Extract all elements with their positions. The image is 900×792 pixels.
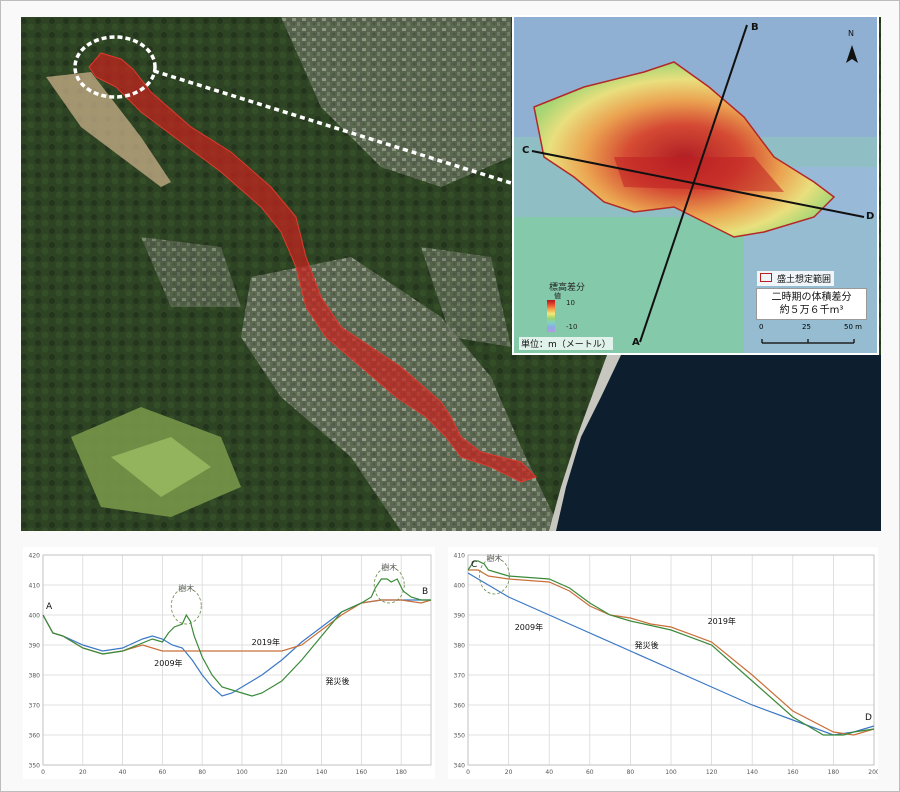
north-label: N	[848, 29, 854, 38]
y-tick-label: 390	[29, 643, 41, 650]
x-tick-label: 200	[868, 769, 878, 776]
scale-bar-graphic	[761, 339, 855, 344]
y-tick-label: 400	[454, 583, 466, 590]
x-tick-label: 160	[356, 769, 368, 776]
y-tick-label: 410	[29, 583, 41, 590]
tree-highlight-circle	[170, 587, 202, 625]
x-tick-label: 140	[316, 769, 328, 776]
series-line-2009年	[42, 599, 431, 697]
y-tick-label: 350	[29, 763, 41, 770]
plot-area	[42, 554, 432, 766]
x-tick-label: 100	[665, 769, 677, 776]
series-line-2009年	[467, 572, 875, 736]
profile-chart-ab: 350 360 370 380 390 400 410 420 0 20 40 60 80 100 120 1…	[23, 547, 435, 779]
y-tick-label: 400	[29, 613, 41, 620]
point-c-label: C	[522, 145, 530, 156]
x-tick-label: 20	[79, 769, 87, 776]
series-annotation: 発災後	[635, 640, 659, 650]
chart-canvas: 340 350 360 370 380 390 400 410 0 20 40 60 80 100 120 1…	[454, 553, 878, 777]
y-tick-label: 360	[29, 733, 41, 740]
scale-label-50: 50 m	[844, 323, 862, 331]
legend-color-ramp	[547, 300, 555, 332]
embankment-legend-label: 盛土想定範囲	[777, 275, 832, 285]
x-tick-label: 0	[466, 769, 470, 776]
volume-line-2: 約５万６千m³	[779, 305, 844, 316]
x-tick-label: 80	[627, 769, 635, 776]
x-tick-label: 120	[276, 769, 288, 776]
y-tick-label: 370	[29, 703, 41, 710]
profile-end-label: D	[865, 713, 872, 723]
volume-line-1: 二時期の体積差分	[771, 292, 852, 303]
x-tick-label: 160	[787, 769, 799, 776]
profile-chart-cd: 340 350 360 370 380 390 400 410 0 20 40 60 80 100 120 1…	[448, 547, 878, 779]
series-line-2019年	[42, 599, 432, 655]
y-tick-label: 410	[454, 553, 466, 560]
tree-annotation: 樹木	[486, 553, 502, 563]
north-arrow-icon	[846, 45, 858, 63]
series-line-2019年	[468, 569, 875, 736]
tree-annotation: 樹木	[178, 583, 194, 593]
x-tick-label: 60	[586, 769, 594, 776]
x-tick-label: 180	[395, 769, 407, 776]
y-tick-label: 380	[454, 643, 466, 650]
profile-start-label: C	[471, 560, 477, 570]
profile-end-label: B	[422, 587, 428, 597]
tree-highlight-circle	[373, 566, 405, 604]
y-tick-label: 360	[454, 703, 466, 710]
series-line-発災後	[42, 578, 431, 697]
series-annotation: 2019年	[252, 637, 280, 647]
debris-flow-area	[88, 52, 537, 483]
x-tick-label: 80	[198, 769, 206, 776]
x-tick-label: 0	[41, 769, 45, 776]
profile-start-label: A	[46, 602, 53, 612]
scale-label-0: 0	[759, 323, 764, 331]
unit-note: 単位：m（メートル）	[519, 337, 613, 350]
embankment-area	[533, 61, 836, 238]
source-highlight-circle	[73, 35, 157, 99]
plot-area	[467, 554, 875, 766]
x-tick-label: 120	[706, 769, 718, 776]
x-tick-label: 20	[505, 769, 513, 776]
tree-annotation: 樹木	[381, 562, 397, 572]
x-tick-label: 40	[545, 769, 553, 776]
series-annotation: 2009年	[515, 622, 543, 632]
scale-label-25: 25	[802, 323, 811, 331]
legend-min-label: -10	[566, 323, 578, 331]
x-tick-label: 140	[746, 769, 758, 776]
x-tick-label: 60	[159, 769, 167, 776]
volume-box: 二時期の体積差分 約５万６千m³	[756, 288, 867, 320]
chart-canvas: 350 360 370 380 390 400 410 420 0 20 40 60 80 100 120 1…	[29, 553, 432, 776]
legend-subtitle: 値	[554, 292, 561, 300]
y-tick-label: 380	[29, 673, 41, 680]
y-tick-label: 350	[454, 733, 466, 740]
legend-title: 標高差分	[549, 283, 586, 293]
series-annotation: 発災後	[325, 676, 349, 686]
point-a-label: A	[632, 337, 640, 348]
embankment-legend: 盛土想定範囲	[757, 271, 835, 286]
tree-highlight-circle	[478, 557, 510, 595]
point-b-label: B	[751, 22, 759, 33]
series-annotation: 2019年	[708, 616, 736, 626]
series-annotation: 2009年	[154, 658, 182, 668]
x-tick-label: 40	[119, 769, 127, 776]
embankment-swatch-icon	[760, 273, 772, 282]
section-line-cd	[531, 150, 865, 218]
y-tick-label: 340	[454, 763, 466, 770]
elevation-difference-inset: B C D A N 標高差分 値 10 -10 単位：m（メートル） 盛土想定範…	[512, 15, 879, 355]
y-tick-label: 370	[454, 673, 466, 680]
series-line-発災後	[467, 560, 875, 736]
x-tick-label: 180	[828, 769, 840, 776]
y-tick-label: 420	[29, 553, 41, 560]
point-d-label: D	[866, 211, 875, 222]
y-tick-label: 390	[454, 613, 466, 620]
x-tick-label: 100	[236, 769, 248, 776]
legend-max-label: 10	[566, 299, 575, 307]
